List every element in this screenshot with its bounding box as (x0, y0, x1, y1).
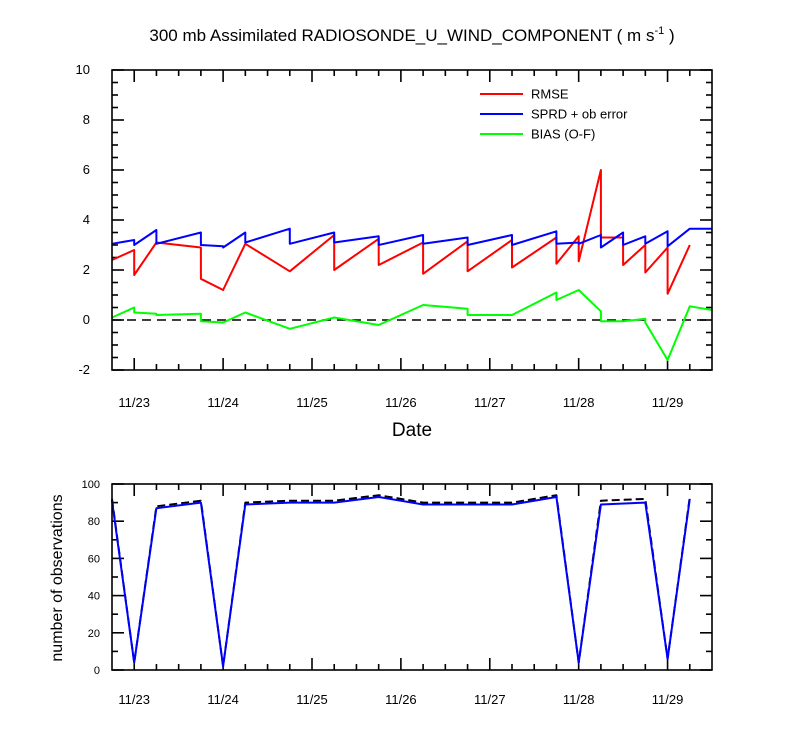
y-tick-label: -2 (78, 362, 90, 377)
x-tick-label: 11/29 (652, 395, 684, 410)
y-tick-label: 10 (76, 62, 90, 77)
x-tick-label: 11/26 (385, 692, 417, 707)
y-tick-label: 2 (83, 262, 90, 277)
y-tick-label: 20 (88, 628, 100, 640)
x-tick-label: 11/25 (296, 395, 328, 410)
y-tick-label: 6 (83, 162, 90, 177)
series-line-dashed-0 (111, 494, 691, 668)
series-line-solid-1 (111, 496, 691, 668)
legend-label: SPRD + ob error (531, 107, 628, 122)
series-line-rmse (111, 169, 691, 295)
series-line-sprd-ob-error (111, 227, 712, 249)
legend-label: RMSE (531, 87, 569, 102)
x-axis-title: Date (392, 420, 432, 441)
series-line-bias-o-f (111, 289, 713, 361)
y-tick-label: 8 (83, 112, 90, 127)
plot-frame (111, 69, 713, 371)
legend-label: BIAS (O-F) (531, 127, 595, 142)
legend: RMSE SPRD + ob error BIAS (O-F) (480, 87, 628, 142)
x-tick-label: 11/24 (207, 395, 239, 410)
bottom-plot: 11/23 11/24 11/25 11/26 11/27 11/28 11/29 0 20 40… (82, 479, 713, 707)
y-tick-label: 0 (83, 312, 90, 327)
plot-frame (111, 483, 713, 671)
y-tick-label: 0 (94, 665, 100, 677)
x-tick-label: 11/28 (563, 692, 595, 707)
x-tick-label: 11/24 (207, 692, 239, 707)
top-plot: 11/23 11/24 11/25 11/26 11/27 11/28 11/29 -2 0 2 4… (76, 62, 713, 410)
x-tick-label: 11/29 (652, 692, 684, 707)
y-tick-label: 100 (82, 479, 100, 491)
y-axis-title-observations: number of observations (49, 494, 66, 661)
x-tick-label: 11/27 (474, 395, 506, 410)
x-tick-label: 11/26 (385, 395, 417, 410)
y-tick-label: 80 (88, 516, 100, 528)
chart-title: 300 mb Assimilated RADIOSONDE_U_WIND_COM… (149, 25, 674, 45)
x-tick-label: 11/23 (118, 395, 150, 410)
x-tick-label: 11/25 (296, 692, 328, 707)
y-tick-label: 4 (83, 212, 90, 227)
y-tick-label: 60 (88, 553, 100, 565)
x-tick-label: 11/23 (118, 692, 150, 707)
x-tick-label: 11/27 (474, 692, 506, 707)
y-tick-label: 40 (88, 591, 100, 603)
x-tick-label: 11/28 (563, 395, 595, 410)
